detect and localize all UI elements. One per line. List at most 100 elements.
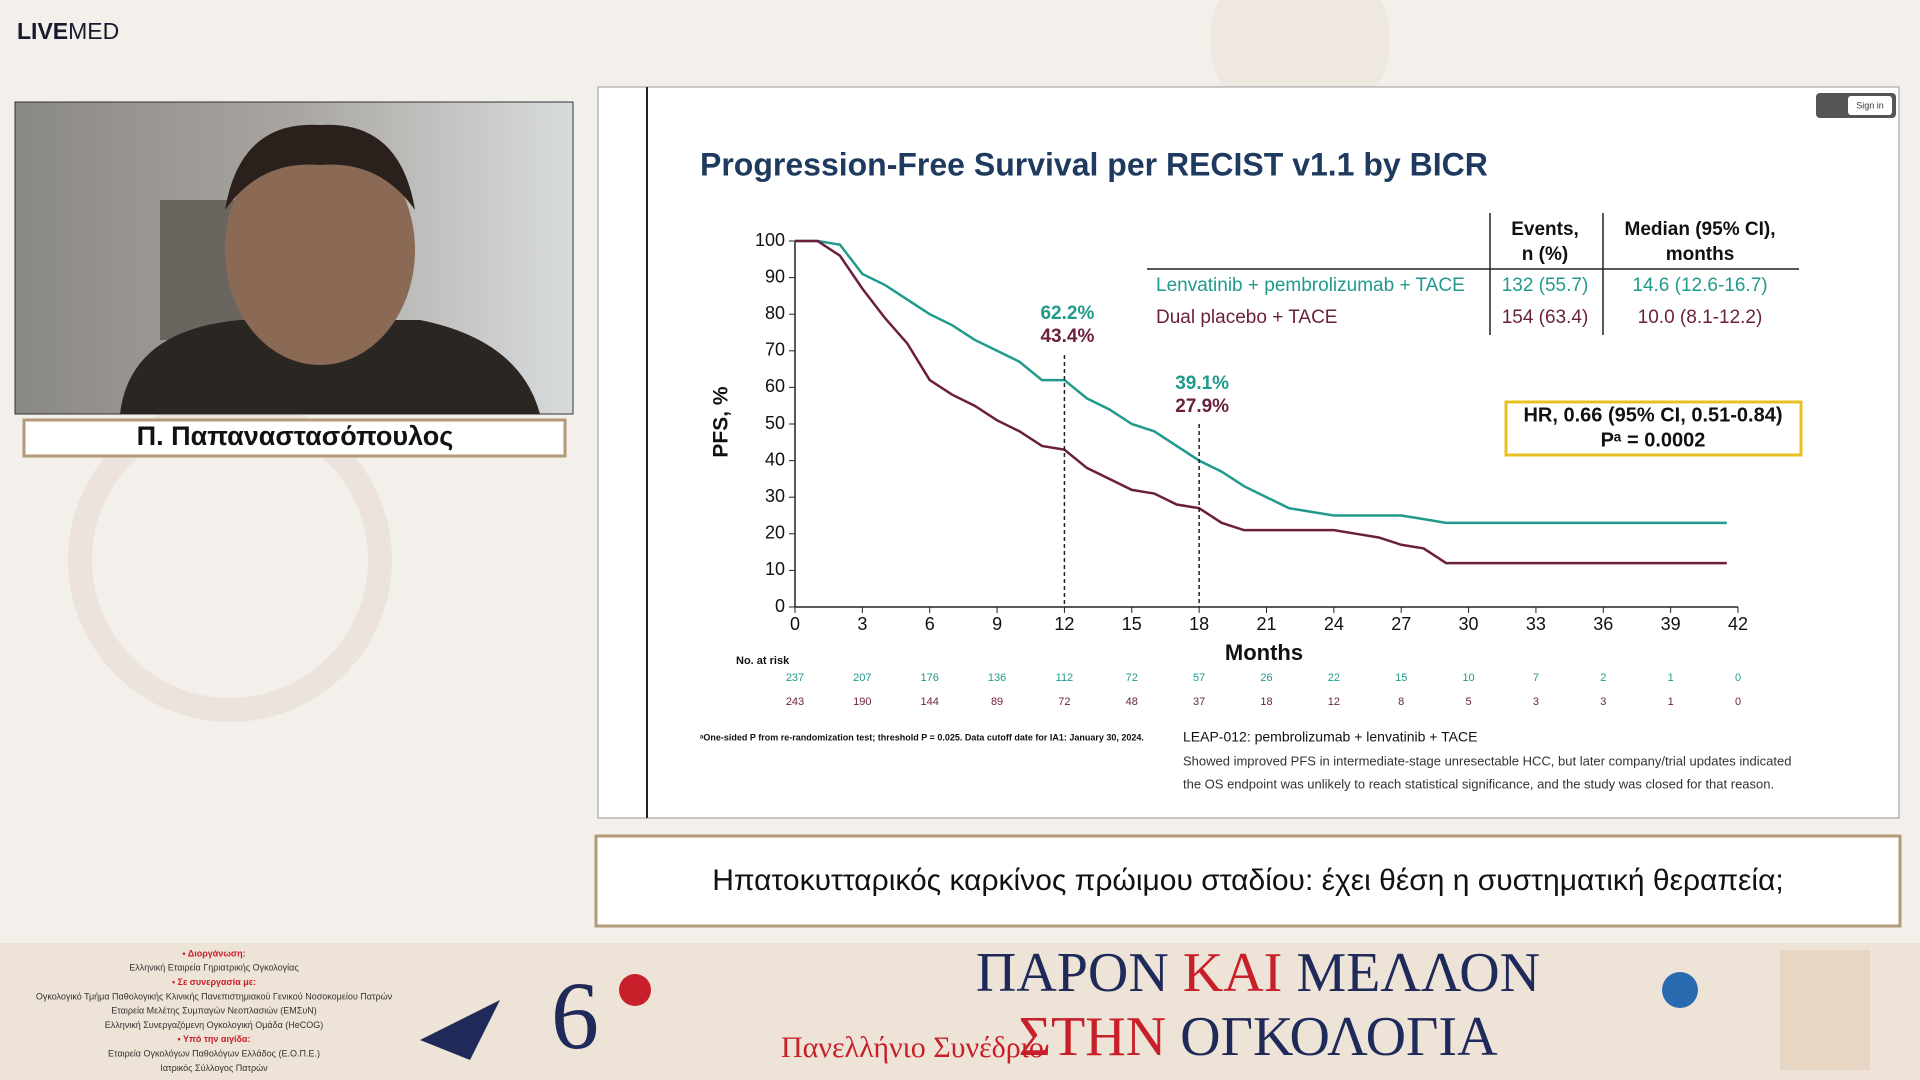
logo: LIVEMED: [17, 18, 119, 44]
y-tick-label: 60: [765, 376, 785, 396]
note: the OS endpoint was unlikely to reach st…: [1183, 776, 1774, 791]
organizer-line: Εταιρεία Ογκολόγων Παθολόγων Ελλάδος (Ε.…: [108, 1048, 320, 1058]
organizer-line: • Σε συνεργασία με:: [172, 977, 256, 987]
caption-box: [594, 834, 1902, 928]
y-tick-label: 40: [765, 449, 785, 469]
at-risk-count: 3: [1533, 696, 1539, 708]
chart-title: Progression-Free Survival per RECIST v1.…: [700, 146, 1488, 182]
x-tick-label: 0: [790, 614, 800, 634]
name-bar: [22, 418, 567, 458]
organizer-line: Ελληνική Συνεργαζόμενη Ογκολογική Ομάδα …: [105, 1020, 324, 1030]
at-risk-count: 37: [1193, 696, 1205, 708]
x-tick-label: 33: [1526, 614, 1546, 634]
x-tick-label: 9: [992, 614, 1002, 634]
at-risk-count: 144: [921, 696, 939, 708]
hr-text: HR, 0.66 (95% CI, 0.51-0.84): [1523, 404, 1782, 426]
y-tick-label: 100: [755, 230, 785, 250]
x-tick-label: 3: [857, 614, 867, 634]
video-hair: [225, 124, 415, 210]
table-header: Median (95% CI),: [1625, 219, 1776, 240]
table-header: Events,: [1511, 219, 1579, 240]
annotation-label: 62.2%: [1040, 303, 1094, 324]
at-risk-count: 72: [1058, 696, 1070, 708]
x-tick-label: 39: [1661, 614, 1681, 634]
caption: Ηπατοκυτταρικός καρκίνος πρώιμου σταδίου…: [712, 864, 1784, 897]
at-risk-count: 190: [853, 696, 871, 708]
at-risk-count: 5: [1466, 696, 1472, 708]
banner-number: 6: [551, 962, 599, 1069]
organizer-line: • Διοργάνωση:: [182, 948, 245, 958]
note-title: LEAP-012: pembrolizumab + lenvatinib + T…: [1183, 729, 1477, 745]
at-risk-count: 207: [853, 672, 871, 684]
organizer-line: Εταιρεία Μελέτης Συμπαγών Νεοπλασιών (ΕΜ…: [111, 1006, 317, 1016]
at-risk-count: 3: [1600, 696, 1606, 708]
table-cell: 154 (63.4): [1502, 307, 1589, 328]
table-header: months: [1666, 244, 1735, 265]
at-risk-count: 15: [1395, 672, 1407, 684]
y-tick-label: 70: [765, 340, 785, 360]
banner-title: ΣΤΗΝ ΟΓΚΟΛΟΓΙΑ: [1018, 1006, 1498, 1068]
banner: [0, 943, 1920, 1080]
x-tick-label: 30: [1459, 614, 1479, 634]
table-header: n (%): [1522, 244, 1568, 265]
annotation-label: 39.1%: [1175, 373, 1229, 394]
footnote: ᵃOne-sided P from re-randomization test;…: [700, 732, 1144, 742]
at-risk-count: 8: [1398, 696, 1404, 708]
annotation-label: 43.4%: [1040, 326, 1094, 347]
at-risk-count: 22: [1328, 672, 1340, 684]
sign-in-button[interactable]: [1848, 96, 1892, 115]
x-axis-label: Months: [1225, 640, 1303, 665]
y-tick-label: 30: [765, 486, 785, 506]
at-risk-title: No. at risk: [736, 655, 790, 667]
x-tick-label: 6: [925, 614, 935, 634]
table-cell: Dual placebo + TACE: [1156, 307, 1337, 328]
at-risk-count: 12: [1328, 696, 1340, 708]
survival-curve: [795, 239, 1727, 565]
y-tick-label: 50: [765, 413, 785, 433]
table-cell: 14.6 (12.6-16.7): [1632, 275, 1767, 296]
x-tick-label: 12: [1054, 614, 1074, 634]
at-risk-count: 237: [786, 672, 804, 684]
banner-icon: [1662, 972, 1698, 1008]
at-risk-count: 0: [1735, 696, 1741, 708]
y-tick-label: 90: [765, 266, 785, 286]
x-tick-label: 36: [1593, 614, 1613, 634]
x-tick-label: 24: [1324, 614, 1344, 634]
at-risk-count: 26: [1260, 672, 1272, 684]
x-tick-label: 15: [1122, 614, 1142, 634]
y-tick-label: 0: [775, 596, 785, 616]
table-cell: 132 (55.7): [1502, 275, 1589, 296]
at-risk-count: 57: [1193, 672, 1205, 684]
y-tick-label: 80: [765, 303, 785, 323]
banner-artwork: [1780, 950, 1870, 1070]
sign-in-label[interactable]: Sign in: [1856, 100, 1884, 110]
y-axis-label: PFS, %: [710, 386, 733, 458]
banner-icon: [420, 1000, 500, 1060]
survival-curve: [795, 239, 1727, 525]
at-risk-count: 10: [1462, 672, 1474, 684]
at-risk-count: 1: [1668, 672, 1674, 684]
banner-title: ΠΑΡΟΝ ΚΑΙ ΜΕΛΛΟΝ: [976, 942, 1540, 1004]
at-risk-count: 176: [921, 672, 939, 684]
x-tick-label: 27: [1391, 614, 1411, 634]
speaker-name: Π. Παπαναστασόπουλος: [137, 421, 454, 451]
at-risk-count: 48: [1126, 696, 1138, 708]
at-risk-count: 136: [988, 672, 1006, 684]
banner-icon: [619, 974, 651, 1006]
table-cell: 10.0 (8.1-12.2): [1638, 307, 1763, 328]
y-tick-label: 20: [765, 523, 785, 543]
x-tick-label: 18: [1189, 614, 1209, 634]
video-body: [120, 320, 540, 414]
at-risk-count: 18: [1260, 696, 1272, 708]
at-risk-count: 72: [1126, 672, 1138, 684]
organizer-line: Ελληνική Εταιρεία Γηριατρικής Ογκολογίας: [129, 963, 299, 973]
at-risk-count: 0: [1735, 672, 1741, 684]
hr-box: [1504, 400, 1803, 457]
at-risk-count: 7: [1533, 672, 1539, 684]
x-tick-label: 21: [1256, 614, 1276, 634]
banner-subtitle: Πανελλήνιο Συνέδριο: [781, 1031, 1044, 1064]
y-tick-label: 10: [765, 559, 785, 579]
x-tick-label: 42: [1728, 614, 1748, 634]
